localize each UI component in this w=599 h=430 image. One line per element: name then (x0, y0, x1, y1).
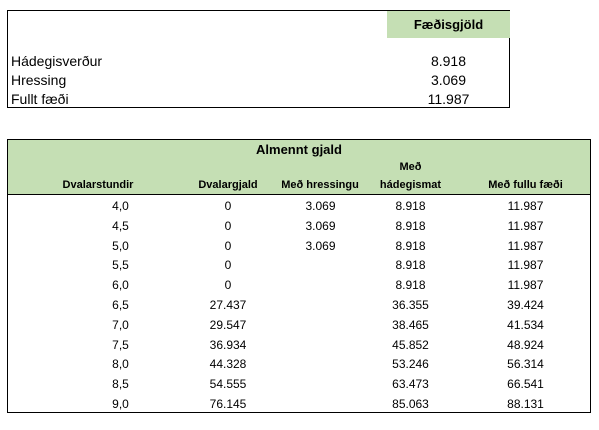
cell-hours: 7,0 (112, 317, 129, 332)
cell-full-meals: 11.987 (507, 199, 544, 213)
fees-row-value: 3.069 (430, 72, 467, 88)
cell-stay-fee: 0 (224, 238, 232, 253)
table-row: 7,5 36.934 45.852 48.924 (8, 335, 590, 355)
fees-row: Hádegisverður 8.918 (8, 52, 510, 71)
table-row: 8,5 54.555 63.473 66.541 (8, 374, 590, 394)
table-row: 7,0 29.547 38.465 41.534 (8, 315, 590, 335)
table-header: Almennt gjald Dvalarstundir Dvalargjald … (8, 140, 590, 195)
cell-with-lunch: 53.246 (392, 357, 429, 372)
cell-full-meals: 11.987 (507, 278, 544, 293)
fees-row-value: 11.987 (427, 91, 470, 107)
cell-stay-fee: 0 (224, 218, 232, 233)
table-row: 5,0 0 3.069 8.918 11.987 (8, 236, 590, 256)
cell-hours: 9,0 (112, 396, 129, 411)
column-header-med-hressingu: Með hressingu (281, 179, 359, 191)
cell-stay-fee: 0 (224, 278, 232, 293)
cell-hours: 8,5 (112, 377, 129, 392)
table-row: 5,5 0 8.918 11.987 (8, 255, 590, 275)
general-fee-table: Almennt gjald Dvalarstundir Dvalargjald … (7, 139, 591, 413)
cell-hours: 6,0 (112, 278, 129, 293)
cell-full-meals: 11.987 (507, 258, 544, 273)
cell-stay-fee: 29.547 (209, 317, 247, 332)
fees-table: Fæðisgjöld Hádegisverður 8.918 Hressing … (7, 10, 510, 108)
cell-with-lunch: 85.063 (392, 396, 429, 411)
fees-header: Fæðisgjöld (387, 11, 510, 38)
cell-hours: 6,5 (112, 297, 129, 312)
fees-row-label: Hressing (11, 72, 67, 88)
column-header-med-fullu-faedi: Með fullu fæði (488, 179, 563, 191)
table-row: 4,0 0 3.069 8.918 11.987 (8, 196, 590, 216)
cell-full-meals: 88.131 (507, 396, 544, 411)
cell-with-lunch: 38.465 (392, 317, 429, 332)
column-header-dvalarstundir: Dvalarstundir (62, 179, 134, 191)
cell-stay-fee: 76.145 (209, 396, 247, 411)
cell-full-meals: 48.924 (507, 337, 544, 352)
cell-stay-fee: 54.555 (209, 377, 247, 392)
cell-with-snack: 3.069 (305, 199, 336, 213)
cell-full-meals: 39.424 (507, 297, 544, 312)
cell-full-meals: 11.987 (507, 218, 544, 233)
cell-full-meals: 41.534 (507, 317, 544, 332)
fees-row-value: 8.918 (430, 53, 467, 69)
cell-with-snack: 3.069 (305, 238, 336, 253)
fees-row-label: Hádegisverður (11, 53, 103, 69)
cell-stay-fee: 36.934 (209, 337, 247, 352)
cell-hours: 8,0 (112, 357, 129, 372)
cell-with-lunch: 36.355 (392, 297, 429, 312)
cell-hours: 5,5 (112, 258, 129, 273)
cell-with-lunch: 45.852 (392, 337, 429, 352)
fees-row: Hressing 3.069 (8, 71, 510, 90)
cell-stay-fee: 0 (224, 199, 232, 213)
table-row: 9,0 76.145 85.063 88.131 (8, 394, 590, 414)
fees-row: Fullt fæði 11.987 (8, 90, 510, 109)
cell-with-lunch: 8.918 (395, 278, 426, 293)
table-row: 8,0 44.328 53.246 56.314 (8, 354, 590, 374)
cell-hours: 5,0 (112, 238, 129, 253)
cell-with-lunch: 8.918 (395, 238, 426, 253)
cell-with-lunch: 8.918 (395, 258, 426, 273)
column-header-dvalargjald: Dvalargjald (198, 179, 258, 191)
cell-full-meals: 66.541 (507, 377, 544, 392)
cell-hours: 7,5 (112, 337, 129, 352)
table-row: 4,5 0 3.069 8.918 11.987 (8, 216, 590, 236)
column-header-med: Með (399, 161, 422, 173)
cell-stay-fee: 44.328 (209, 357, 247, 372)
cell-with-lunch: 8.918 (395, 199, 426, 213)
table-row: 6,0 0 8.918 11.987 (8, 275, 590, 295)
cell-with-lunch: 63.473 (392, 377, 429, 392)
cell-hours: 4,0 (112, 199, 129, 213)
cell-with-lunch: 8.918 (395, 218, 426, 233)
cell-stay-fee: 27.437 (209, 297, 247, 312)
cell-with-snack: 3.069 (305, 218, 336, 233)
table-row: 6,5 27.437 36.355 39.424 (8, 295, 590, 315)
fees-row-label: Fullt fæði (11, 91, 69, 107)
cell-hours: 4,5 (112, 218, 129, 233)
table-title: Almennt gjald (256, 142, 342, 157)
cell-full-meals: 56.314 (507, 357, 544, 372)
cell-stay-fee: 0 (224, 258, 232, 273)
table-body: 4,0 0 3.069 8.918 11.987 4,5 0 3.069 8.9… (8, 196, 590, 414)
cell-full-meals: 11.987 (507, 238, 544, 253)
column-header-hadegismat: hádegismat (379, 179, 442, 191)
